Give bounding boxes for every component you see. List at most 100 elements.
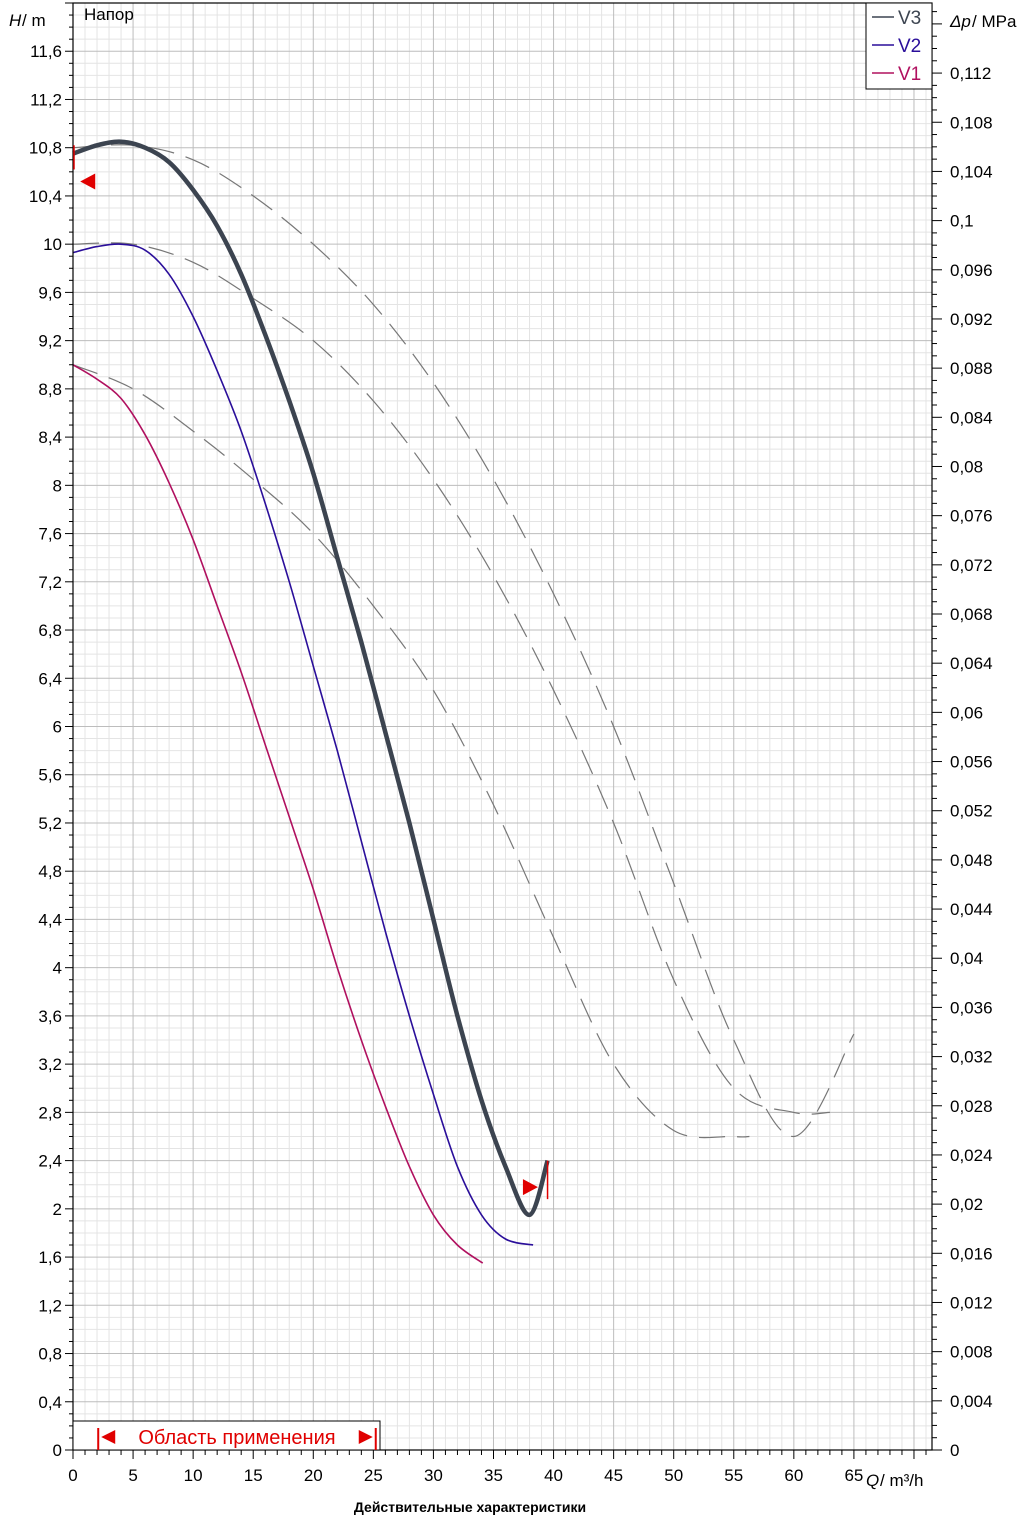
y-left-tick-label: 8,4: [38, 428, 62, 447]
x-tick-label: 45: [604, 1466, 623, 1485]
x-tick-label: 25: [364, 1466, 383, 1485]
y-right-tick-label: 0,072: [950, 556, 993, 575]
y-left-tick-label: 11,2: [30, 90, 62, 109]
y-right-tick-label: 0,012: [950, 1293, 993, 1312]
reference-curve-2: [72, 242, 830, 1115]
y-left-tick-label: 7,2: [38, 573, 62, 592]
y-left-tick-label: 1,6: [38, 1248, 62, 1267]
y-right-tick-label: 0,048: [950, 851, 993, 870]
y-right-tick-label: 0,008: [950, 1343, 993, 1362]
y-right-tick-label: 0,112: [950, 64, 991, 83]
bottom-axis-ticks: 0 5 10 15 20 25 30 35 40 45 50 55 60 65: [68, 1450, 927, 1485]
y-left-tick-label: 2: [53, 1200, 62, 1219]
y-left-tick-label: 8: [53, 476, 62, 495]
y-right-tick-label: 0,06: [950, 703, 983, 722]
y-right-tick-label: 0,076: [950, 507, 993, 526]
reference-curve-3: [72, 364, 750, 1139]
y-left-tick-label: 0,4: [38, 1393, 62, 1412]
y-left-tick-label: 4,4: [38, 910, 62, 929]
y-left-tick-label: 9,6: [38, 283, 62, 302]
x-tick-label: 35: [484, 1466, 503, 1485]
y-left-tick-label: 2,4: [38, 1152, 62, 1171]
x-axis-symbol: Q: [866, 1471, 879, 1490]
y-left-tick-label: 3,2: [38, 1055, 62, 1074]
legend-label-v2: V2: [898, 36, 921, 57]
y-left-tick-label: 2,8: [38, 1103, 62, 1122]
legend-label-v3: V3: [898, 8, 921, 29]
y-right-tick-label: 0,016: [950, 1244, 993, 1263]
series-lines: [72, 139, 550, 1264]
y-right-tick-label: 0,064: [950, 654, 993, 673]
y-right-axis-symbol: Δp: [949, 12, 971, 31]
x-tick-label: 40: [544, 1466, 563, 1485]
x-tick-label: 50: [664, 1466, 683, 1485]
x-tick-label: 10: [184, 1466, 203, 1485]
y-left-tick-label: 11,6: [30, 42, 62, 61]
x-tick-label: 65: [844, 1466, 863, 1485]
y-left-tick-label: 5,2: [38, 814, 62, 833]
reference-curve-1: [72, 144, 855, 1138]
y-left-tick-label: 1,2: [38, 1296, 62, 1315]
y-right-tick-label: 0,096: [950, 261, 993, 280]
y-left-tick-label: 0: [53, 1441, 62, 1460]
y-right-tick-label: 0,1: [950, 212, 974, 231]
range-arrow-left: [101, 1430, 116, 1444]
y-left-tick-label: 3,6: [38, 1007, 62, 1026]
y-right-tick-label: 0,02: [950, 1195, 983, 1214]
range-marker-right: [522, 1179, 538, 1196]
y-left-tick-label: 6,8: [38, 621, 62, 640]
range-arrow-right: [358, 1430, 373, 1444]
series-line-v3: [72, 139, 550, 1218]
y-right-tick-label: 0,036: [950, 998, 993, 1017]
y-right-tick-label: 0,084: [950, 408, 993, 427]
reference-curves: [72, 144, 855, 1139]
left-axis-ticks: 0 0,4 0,8 1,2 1,6 2 2,4 2,8 3,2 3,6 4 4,4 4,8 5,2 5,6 6…: [29, 2, 73, 1460]
y-left-tick-label: 5,6: [38, 766, 62, 785]
y-left-tick-label: 10: [43, 235, 62, 254]
y-right-tick-label: 0,052: [950, 802, 993, 821]
y-right-tick-label: 0,104: [950, 162, 993, 181]
y-right-tick-label: 0,044: [950, 900, 993, 919]
range-box-frame: [72, 1420, 381, 1451]
series-line-v1: [72, 364, 484, 1264]
y-right-tick-label: 0,024: [950, 1146, 993, 1165]
x-tick-label: 30: [424, 1466, 443, 1485]
legend-label-v1: V1: [898, 64, 921, 85]
y-left-axis-unit: / m: [22, 11, 46, 30]
chart-title: Напор: [84, 5, 134, 24]
y-right-tick-label: 0,056: [950, 753, 993, 772]
y-left-tick-label: 9,2: [38, 332, 62, 351]
y-right-tick-label: 0,004: [950, 1392, 993, 1411]
y-left-tick-label: 7,6: [38, 525, 62, 544]
y-left-tick-label: 10,8: [29, 139, 62, 158]
y-left-axis-symbol: H: [9, 11, 22, 30]
y-right-tick-label: 0,08: [950, 457, 983, 476]
right-axis-ticks: 0 0,004 0,008 0,012 0,016 0,02 0,024 0,028 0,032…: [932, 11, 993, 1460]
y-left-tick-label: 0,8: [38, 1345, 62, 1364]
y-right-axis-unit: / MPa: [972, 12, 1017, 31]
y-right-tick-label: 0,088: [950, 359, 993, 378]
legend: V3 V2 V1: [865, 2, 933, 90]
y-left-tick-label: 4,8: [38, 862, 62, 881]
range-markers: [73, 145, 549, 1200]
range-marker-left: [80, 173, 96, 190]
range-label: Область применения: [138, 1427, 335, 1449]
y-left-tick-label: 6,4: [38, 669, 62, 688]
x-axis-unit: / m³/h: [880, 1471, 923, 1490]
y-right-tick-label: 0: [950, 1441, 959, 1460]
chart-footer: Действительные характеристики: [354, 1499, 586, 1515]
x-tick-label: 15: [244, 1466, 263, 1485]
y-left-tick-label: 10,4: [29, 187, 62, 206]
x-tick-label: 5: [128, 1466, 137, 1485]
y-left-tick-label: 6: [53, 718, 62, 737]
series-line-v2: [72, 243, 534, 1246]
y-right-tick-label: 0,028: [950, 1097, 993, 1116]
y-right-tick-label: 0,092: [950, 310, 993, 329]
y-right-tick-label: 0,108: [950, 113, 993, 132]
y-right-tick-label: 0,068: [950, 605, 993, 624]
y-right-tick-label: 0,032: [950, 1048, 993, 1067]
y-right-tick-label: 0,04: [950, 949, 983, 968]
operating-range: Область применения: [72, 1420, 381, 1451]
y-left-tick-label: 4: [53, 959, 62, 978]
